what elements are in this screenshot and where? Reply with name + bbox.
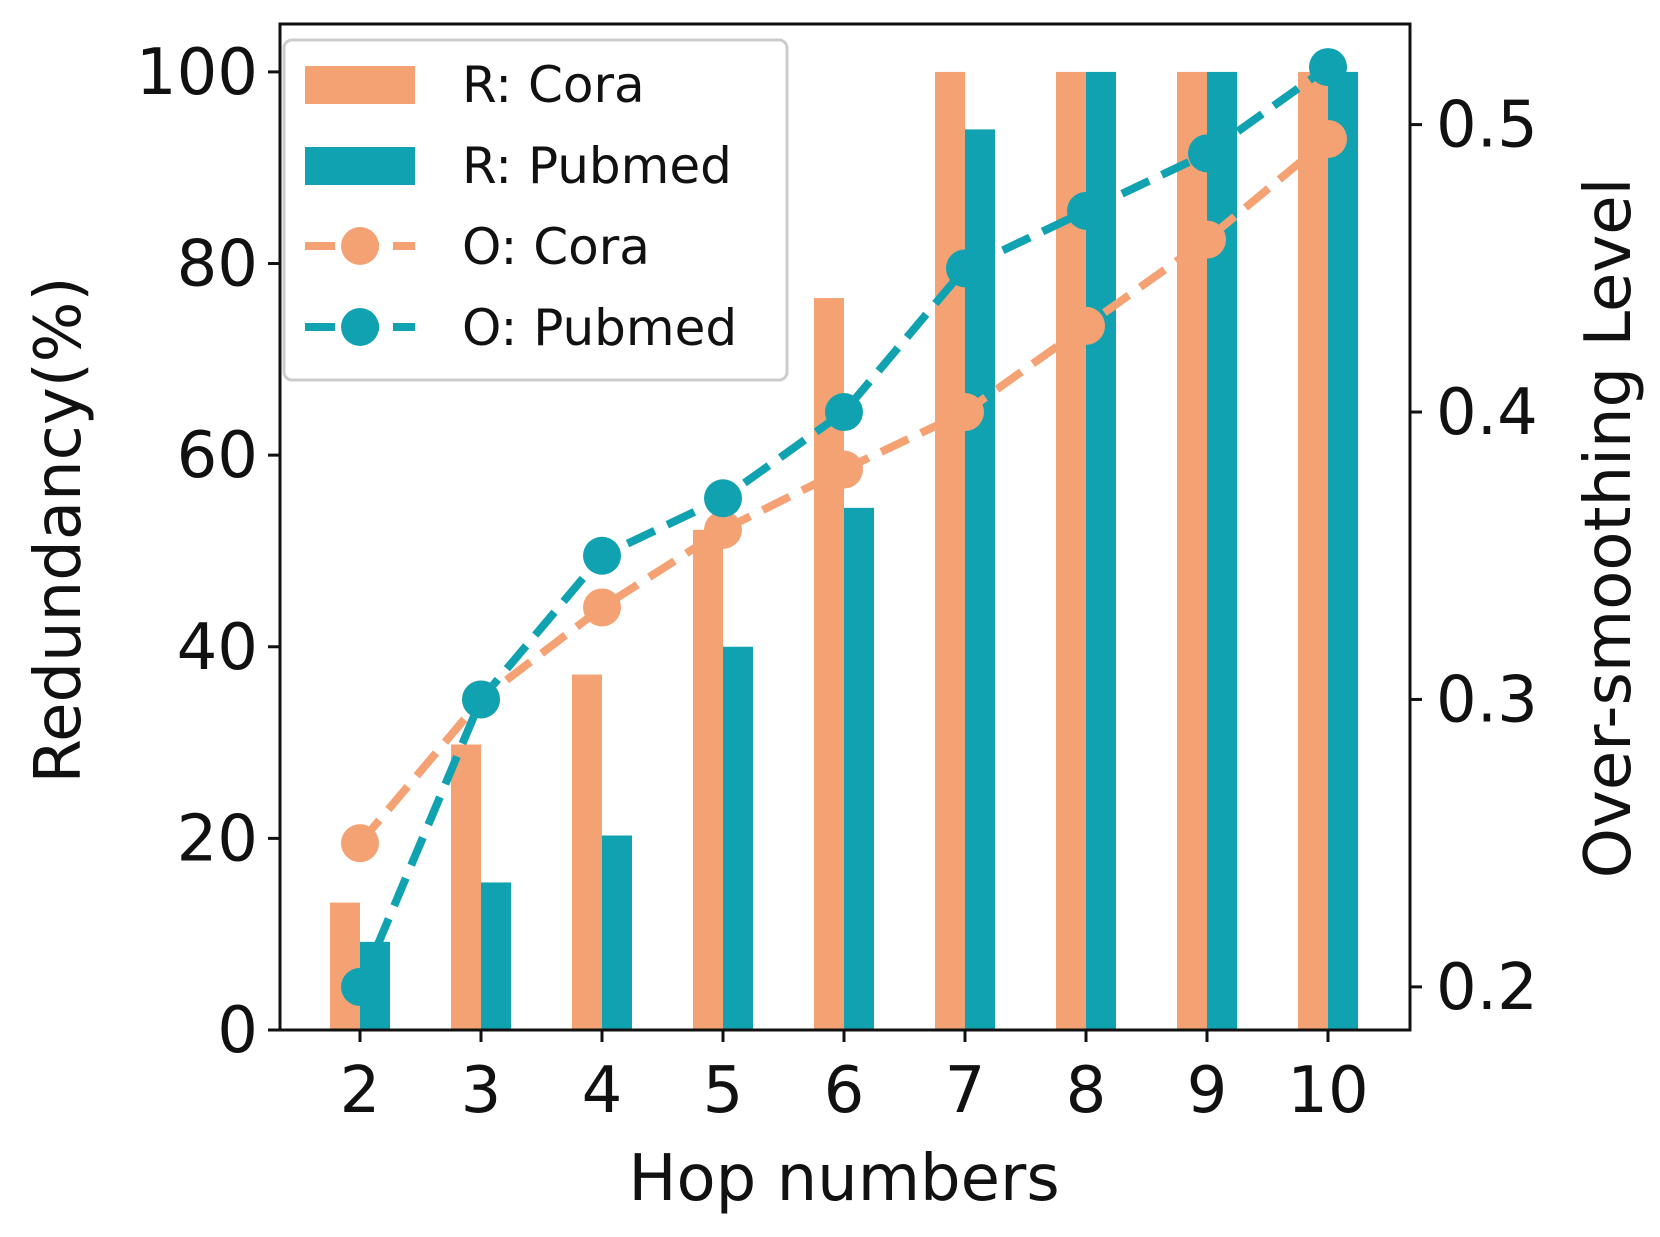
point-o-cora-7 bbox=[946, 393, 984, 432]
legend-swatch-r-pubmed bbox=[305, 147, 415, 185]
point-o-cora-2 bbox=[341, 824, 379, 863]
x-axis-ticks: 2 3 4 5 6 7 8 9 10 bbox=[340, 1030, 1369, 1128]
bar-r-pubmed-6 bbox=[844, 507, 874, 1030]
right-tick-label-0.3: 0.3 bbox=[1436, 663, 1538, 737]
bar-r-pubmed-10 bbox=[1328, 71, 1358, 1030]
x-tick-label-3: 3 bbox=[461, 1054, 502, 1128]
bar-r-cora-9 bbox=[1177, 71, 1207, 1030]
right-tick-label-0.5: 0.5 bbox=[1436, 89, 1538, 163]
point-o-pubmed-8 bbox=[1067, 191, 1105, 230]
left-tick-label-0: 0 bbox=[217, 994, 258, 1068]
bar-r-cora-10 bbox=[1298, 71, 1328, 1030]
left-tick-label-60: 60 bbox=[177, 419, 258, 493]
point-o-pubmed-3 bbox=[462, 680, 500, 719]
bar-r-cora-8 bbox=[1056, 71, 1086, 1030]
legend-label-o-pubmed: O: Pubmed bbox=[462, 299, 737, 357]
legend-box bbox=[282, 38, 789, 382]
point-o-cora-4 bbox=[583, 588, 621, 627]
legend-marker-o-pubmed bbox=[341, 308, 379, 346]
x-tick-label-6: 6 bbox=[824, 1054, 865, 1128]
right-axis-ticks: 0.2 0.3 0.4 0.5 bbox=[1410, 89, 1538, 1025]
legend-label-r-pubmed: R: Pubmed bbox=[462, 137, 732, 195]
legend: R: Cora R: Pubmed O: Cora O: Pubmed bbox=[282, 38, 789, 382]
x-tick-label-8: 8 bbox=[1066, 1054, 1107, 1128]
x-tick-label-9: 9 bbox=[1187, 1054, 1228, 1128]
point-o-pubmed-7 bbox=[946, 249, 984, 288]
left-tick-label-100: 100 bbox=[136, 36, 258, 110]
x-tick-label-5: 5 bbox=[703, 1054, 744, 1128]
bar-r-cora-3 bbox=[451, 744, 481, 1030]
point-o-pubmed-4 bbox=[583, 536, 621, 575]
bar-r-pubmed-8 bbox=[1086, 71, 1116, 1030]
point-o-cora-6 bbox=[825, 450, 863, 489]
right-tick-label-0.4: 0.4 bbox=[1436, 376, 1538, 450]
left-tick-label-80: 80 bbox=[177, 228, 258, 302]
y-axis-right-label: Over-smoothing Level bbox=[1572, 178, 1646, 879]
left-axis-ticks: 0 20 40 60 80 100 bbox=[136, 36, 280, 1068]
left-tick-label-20: 20 bbox=[177, 802, 258, 876]
point-o-pubmed-5 bbox=[704, 479, 742, 518]
legend-swatch-r-cora bbox=[305, 66, 415, 104]
bar-r-cora-4 bbox=[572, 674, 602, 1030]
bar-r-cora-5 bbox=[693, 529, 723, 1030]
x-axis-label: Hop numbers bbox=[628, 1142, 1059, 1216]
left-tick-label-40: 40 bbox=[177, 611, 258, 685]
y-axis-left-label: Redundancy(%) bbox=[22, 277, 96, 784]
x-tick-label-10: 10 bbox=[1287, 1054, 1368, 1128]
right-tick-label-0.2: 0.2 bbox=[1436, 951, 1538, 1025]
bar-r-cora-7 bbox=[935, 71, 965, 1030]
point-o-cora-10 bbox=[1309, 119, 1347, 158]
x-tick-label-4: 4 bbox=[582, 1054, 623, 1128]
bars-layer bbox=[330, 71, 1358, 1030]
legend-marker-o-cora bbox=[341, 227, 379, 265]
line-o-pubmed bbox=[356, 63, 1331, 989]
point-o-pubmed-10 bbox=[1309, 48, 1347, 87]
markers-layer bbox=[341, 48, 1347, 1006]
point-o-cora-5 bbox=[704, 510, 742, 549]
legend-label-o-cora: O: Cora bbox=[462, 218, 650, 276]
legend-label-r-cora: R: Cora bbox=[462, 56, 645, 114]
x-tick-label-2: 2 bbox=[340, 1054, 381, 1128]
x-tick-label-7: 7 bbox=[945, 1054, 986, 1128]
bar-r-cora-2 bbox=[330, 902, 360, 1030]
point-o-pubmed-6 bbox=[825, 393, 863, 432]
bar-r-pubmed-5 bbox=[723, 646, 753, 1030]
point-o-pubmed-9 bbox=[1188, 134, 1226, 173]
point-o-cora-9 bbox=[1188, 220, 1226, 259]
bar-r-pubmed-4 bbox=[602, 835, 632, 1030]
point-o-pubmed-2 bbox=[341, 967, 379, 1006]
point-o-cora-8 bbox=[1067, 306, 1105, 345]
bar-r-pubmed-3 bbox=[481, 882, 511, 1030]
